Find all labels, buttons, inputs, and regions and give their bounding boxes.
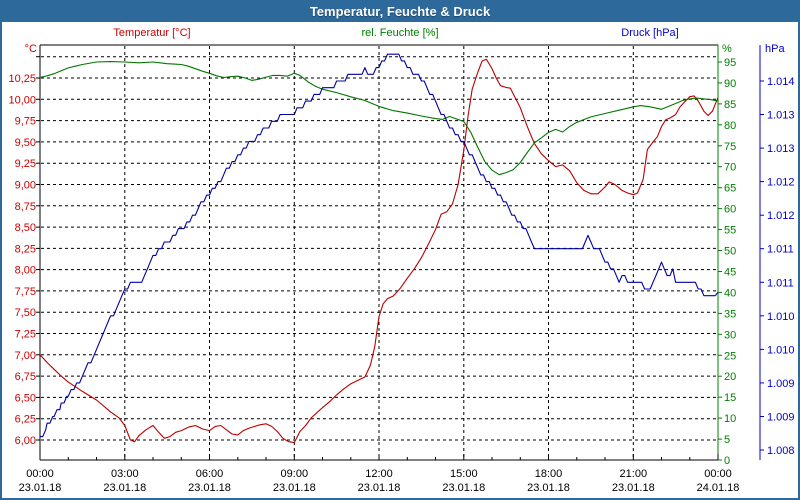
x-date-label: 23.01.18 <box>527 482 570 494</box>
temp-tick-label: 6,00 <box>15 435 36 447</box>
x-time-label: 18:00 <box>535 468 563 480</box>
pressure-tick-label: 1.012 <box>767 210 795 222</box>
pressure-tick-label: 1.011 <box>767 244 794 256</box>
x-date-label: 23.01.18 <box>188 482 231 494</box>
temp-tick-label: 9,00 <box>15 180 36 192</box>
x-time-label: 09:00 <box>281 468 309 480</box>
axis-ticks <box>36 56 764 461</box>
temp-tick-label: 10,25 <box>8 73 36 85</box>
temp-tick-label: 8,00 <box>15 265 36 277</box>
x-date-label: 23.01.18 <box>19 482 62 494</box>
humidity-tick-label: 65 <box>724 183 736 195</box>
humidity-tick-label: 55 <box>724 225 736 237</box>
temp-tick-label: 9,50 <box>15 137 36 149</box>
temp-tick-label: 7,50 <box>15 307 36 319</box>
temp-tick-label: 8,50 <box>15 222 36 234</box>
pressure-tick-label: 1.013 <box>767 110 795 122</box>
temp-tick-label: 9,75 <box>15 116 36 128</box>
humidity-tick-label: 50 <box>724 246 736 258</box>
humidity-tick-label: 70 <box>724 162 736 174</box>
humidity-tick-label: 85 <box>724 99 736 111</box>
humidity-tick-label: 5 <box>724 434 730 446</box>
temp-tick-label: 9,25 <box>15 158 36 170</box>
x-time-label: 00:00 <box>26 468 54 480</box>
temperature-curve <box>39 58 719 444</box>
x-date-label: 23.01.18 <box>273 482 316 494</box>
humidity-tick-label: 10 <box>724 413 736 425</box>
temp-tick-label: 7,25 <box>15 329 36 341</box>
x-date-label: 24.01.18 <box>697 482 740 494</box>
pressure-tick-label: 1.010 <box>767 344 795 356</box>
temp-tick-label: 6,25 <box>15 414 36 426</box>
x-time-label: 06:00 <box>196 468 224 480</box>
humidity-tick-label: 45 <box>724 267 736 279</box>
temp-axis-unit-label: °C <box>25 43 37 55</box>
humidity-tick-label: 90 <box>724 78 736 90</box>
humidity-tick-label: 75 <box>724 141 736 153</box>
x-date-label: 23.01.18 <box>442 482 485 494</box>
temp-tick-label: 6,75 <box>15 371 36 383</box>
chart-area: Temperatur [°C] rel. Feuchte [%] Druck [… <box>2 22 798 498</box>
humidity-tick-label: 35 <box>724 308 736 320</box>
x-time-label: 12:00 <box>365 468 393 480</box>
humidity-tick-label: 15 <box>724 392 736 404</box>
legend-humidity: rel. Feuchte [%] <box>361 27 438 39</box>
humidity-tick-label: 30 <box>724 329 736 341</box>
humidity-tick-label: 25 <box>724 350 736 362</box>
window-title: Temperatur, Feuchte & Druck <box>309 4 491 19</box>
pressure-tick-label: 1.013 <box>767 143 795 155</box>
pressure-axis-unit-label: hPa <box>765 43 785 55</box>
humidity-tick-label: 40 <box>724 287 736 299</box>
temp-tick-label: 7,00 <box>15 350 36 362</box>
pressure-tick-label: 1.011 <box>767 277 794 289</box>
temp-tick-label: 8,75 <box>15 201 36 213</box>
pressure-tick-label: 1.009 <box>767 412 795 424</box>
window-titlebar[interactable]: Temperatur, Feuchte & Druck <box>2 2 798 22</box>
x-time-label: 00:00 <box>704 468 732 480</box>
x-time-label: 15:00 <box>450 468 478 480</box>
axis-tick-labels: 10,25 10,00 9,75 9,50 9,25 9,00 8,75 8,50 8,25 8,… <box>8 57 794 494</box>
x-time-label: 03:00 <box>111 468 139 480</box>
gridlines <box>41 46 717 459</box>
pressure-tick-label: 1.009 <box>767 378 795 390</box>
x-date-label: 23.01.18 <box>358 482 401 494</box>
temp-tick-label: 6,50 <box>15 392 36 404</box>
legend-pressure: Druck [hPa] <box>621 27 678 39</box>
data-curves <box>39 53 719 444</box>
pressure-tick-label: 1.012 <box>767 177 795 189</box>
humidity-tick-label: 80 <box>724 120 736 132</box>
pressure-tick-label: 1.008 <box>767 445 795 457</box>
legend-temperature: Temperatur [°C] <box>113 27 190 39</box>
chart-svg: Temperatur [°C] rel. Feuchte [%] Druck [… <box>8 27 794 494</box>
humidity-tick-label: 20 <box>724 371 736 383</box>
temp-tick-label: 8,25 <box>15 243 36 255</box>
temp-tick-label: 7,75 <box>15 286 36 298</box>
x-time-label: 21:00 <box>620 468 648 480</box>
temp-tick-label: 10,00 <box>8 94 36 106</box>
humidity-tick-label: 60 <box>724 204 736 216</box>
pressure-tick-label: 1.014 <box>767 76 795 88</box>
pressure-tick-label: 1.010 <box>767 311 795 323</box>
pressure-curve <box>40 53 719 438</box>
humidity-tick-label: 0 <box>724 455 730 467</box>
humidity-axis-unit-label: % <box>722 43 732 55</box>
humidity-tick-label: 95 <box>724 57 736 69</box>
humidity-curve <box>39 61 719 176</box>
x-date-label: 23.01.18 <box>612 482 655 494</box>
x-date-label: 23.01.18 <box>103 482 146 494</box>
